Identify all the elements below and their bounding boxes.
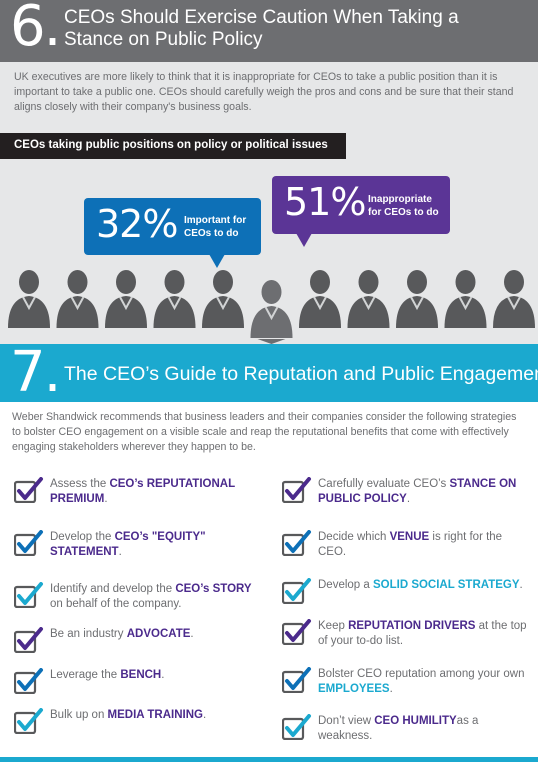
executive-figure: [56, 270, 99, 328]
executive-figure: [250, 280, 293, 338]
checkmark-icon: [13, 530, 44, 557]
executive-figure: [493, 270, 535, 328]
strategy-text: Be an industry ADVOCATE.: [50, 628, 194, 640]
executive-figure: [153, 270, 196, 328]
checkmark-icon: [13, 582, 44, 609]
checkmark-icon: [281, 667, 312, 694]
strategy-text: Decide which VENUE is right for the CEO.: [318, 531, 503, 558]
inappropriate-percent: 51%: [284, 180, 366, 224]
section-6-header: 6. CEOs Should Exercise Caution When Tak…: [0, 0, 538, 62]
strategy-text: Leverage the BENCH.: [50, 669, 165, 681]
executive-figure: [299, 270, 341, 328]
featured-pointer: [257, 339, 286, 344]
inappropriate-label-line2: for CEOs to do: [368, 207, 439, 218]
strategy-text: Carefully evaluate CEO’s STANCE ON PUBLI…: [318, 478, 517, 505]
bottom-divider: [0, 757, 538, 762]
strategy-text: Bolster CEO reputation among your own EM…: [318, 668, 525, 695]
strategy-text: Bulk up on MEDIA TRAINING.: [50, 709, 207, 721]
checkmark-icon: [13, 477, 44, 504]
important-label-line2: CEOs to do: [184, 228, 239, 239]
checkmark-icon: [281, 714, 312, 741]
checkmark-icon: [281, 578, 312, 605]
checkmark-icon: [13, 627, 44, 654]
section-6-body: UK executives are more likely to think t…: [0, 62, 538, 344]
important-stat-bubble: 32% Important for CEOs to do: [84, 198, 261, 268]
section-title: The CEO’s Guide to Reputation and Public…: [64, 363, 538, 385]
important-label-line1: Important for: [184, 215, 247, 226]
executive-figure: [444, 270, 487, 328]
important-label: Important for CEOs to do: [184, 214, 246, 240]
inappropriate-stat-bubble: 51% Inappropriate for CEOs to do: [272, 176, 450, 247]
section-number: 6.: [10, 0, 61, 59]
inappropriate-label: Inappropriate for CEOs to do: [368, 193, 439, 219]
strategy-text: Don’t view CEO HUMILITYas a weakness.: [318, 715, 479, 742]
executives-illustration: [8, 270, 535, 344]
strategy-text: Develop the CEO’s "EQUITY" STATEMENT.: [50, 531, 206, 558]
checkmark-icon: [13, 708, 44, 735]
checkmark-icon: [281, 530, 312, 557]
checkmark-icon: [13, 668, 44, 695]
executive-figure: [396, 270, 438, 328]
strategy-text: Identify and develop the CEO’s STORY on …: [50, 583, 252, 610]
section-title: CEOs Should Exercise Caution When Taking…: [64, 7, 459, 50]
inappropriate-label-line1: Inappropriate: [368, 194, 432, 205]
executive-figure: [347, 270, 390, 328]
chart-title: CEOs taking public positions on policy o…: [14, 139, 328, 151]
executive-figure: [105, 270, 147, 328]
strategy-text: Keep REPUTATION DRIVERS at the top of yo…: [318, 620, 527, 647]
section-intro: Weber Shandwick recommends that business…: [12, 411, 517, 453]
checkmark-icon: [281, 477, 312, 504]
section-7-header: 7. The CEO’s Guide to Reputation and Pub…: [0, 340, 538, 405]
section-intro: UK executives are more likely to think t…: [14, 71, 514, 113]
strategy-text: Assess the CEO’s REPUTATIONAL PREMIUM.: [50, 478, 235, 505]
section-number: 7.: [10, 340, 61, 405]
executive-figure: [8, 270, 50, 328]
strategy-text: Develop a SOLID SOCIAL STRATEGY.: [318, 579, 523, 591]
chart-title-bar: CEOs taking public positions on policy o…: [0, 133, 346, 159]
important-percent: 32%: [96, 202, 178, 246]
checkmark-icon: [281, 619, 312, 646]
executive-figure: [202, 270, 244, 328]
